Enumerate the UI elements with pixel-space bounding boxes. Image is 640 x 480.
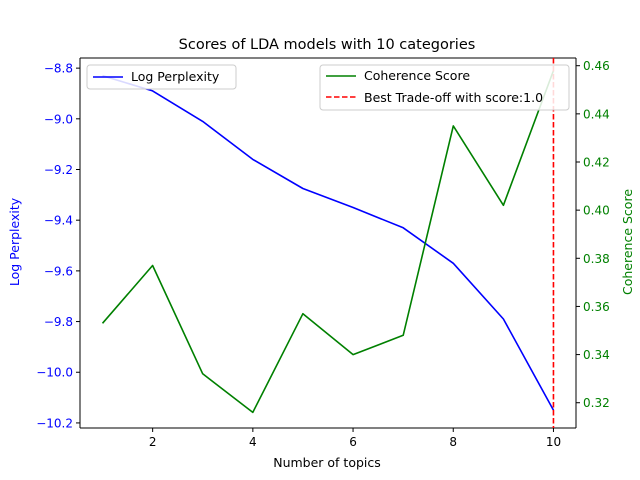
y-left-tick-label: −9.4	[44, 214, 73, 228]
legend-right: Coherence Score Best Trade-off with scor…	[319, 64, 570, 111]
y-right-tick-label: 0.44	[583, 107, 610, 121]
series-line-log-perplexity	[102, 74, 555, 411]
y-left-tick-label: −8.8	[44, 62, 73, 76]
legend-label-log-perplexity: Log Perplexity	[131, 69, 220, 84]
y-right-tick-label: 0.32	[583, 396, 610, 410]
y-right-tick-label: 0.46	[583, 59, 610, 73]
x-axis-label: Number of topics	[273, 455, 381, 470]
x-tick-label: 8	[449, 435, 457, 449]
y-right-tick-label: 0.38	[583, 252, 610, 266]
series-line-coherence-score	[101, 70, 555, 414]
legend-label-coherence-score: Coherence Score	[364, 68, 470, 83]
chart-title: Scores of LDA models with 10 categories	[179, 37, 476, 53]
plot-area: 2 4 6 8 10 −8.8 −9.0 −9.2 −9.4 −9.6 −9.8 −10.0 −10.2…	[36, 57, 610, 449]
legend-right-box	[319, 64, 570, 111]
y-left-tick-label: −10.2	[36, 416, 73, 430]
y-right-tick-label: 0.40	[583, 204, 610, 218]
legend-left: Log Perplexity	[86, 64, 237, 90]
legend-left-box	[86, 64, 237, 90]
y-axis-left-label: Log Perplexity	[7, 197, 22, 286]
y-left-tick-label: −9.6	[44, 264, 73, 278]
y-right-tick-label: 0.42	[583, 155, 610, 169]
x-tick-label: 4	[249, 435, 257, 449]
y-left-tick-label: −10.0	[36, 366, 73, 380]
y-left-tick-label: −9.0	[44, 112, 73, 126]
x-tick-label: 10	[546, 435, 561, 449]
x-tick-label: 2	[149, 435, 157, 449]
y-right-tick-label: 0.34	[583, 348, 610, 362]
legend-label-best-tradeoff: Best Trade-off with score:1.0	[364, 90, 543, 105]
y-left-tick-label: −9.2	[44, 163, 73, 177]
y-right-tick-label: 0.36	[583, 300, 610, 314]
y-left-tick-label: −9.8	[44, 315, 73, 329]
y-axis-right-label: Coherence Score	[620, 189, 635, 295]
x-tick-label: 6	[349, 435, 357, 449]
